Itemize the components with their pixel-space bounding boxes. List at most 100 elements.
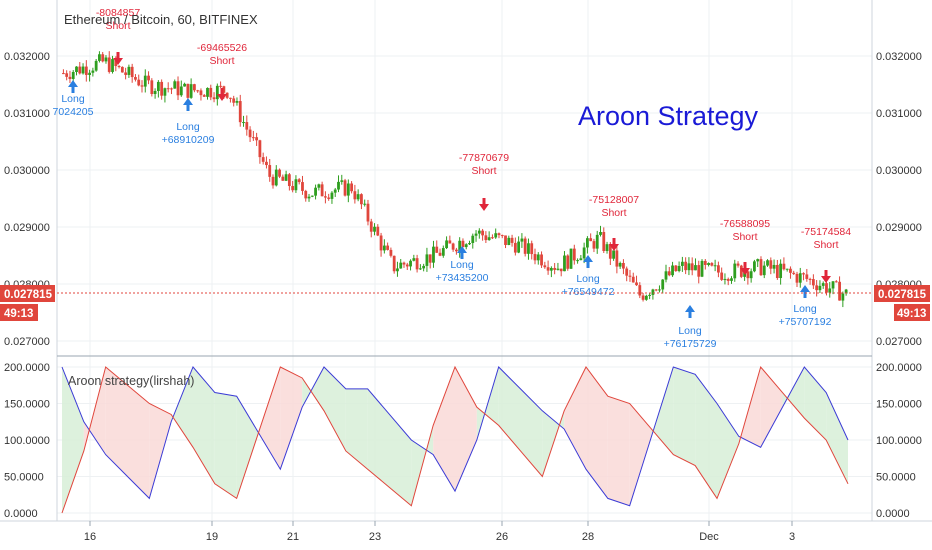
candle-body <box>379 235 383 251</box>
candle-body <box>487 237 491 241</box>
right-countdown-value: 49:13 <box>897 308 926 320</box>
trade-annotation: Long+76549472 <box>562 255 615 298</box>
candle-body <box>350 183 353 192</box>
candle-body <box>271 176 275 186</box>
aroon-up-line <box>61 365 849 514</box>
candle-body <box>294 179 298 191</box>
candle-body <box>301 182 304 191</box>
short-arrow-icon <box>113 52 123 65</box>
annotation-label: Long <box>793 303 817 315</box>
candle-body <box>261 157 265 162</box>
candle-body <box>94 60 98 71</box>
candle-body <box>762 265 766 276</box>
candle-body <box>376 226 380 236</box>
x-tick-label: 21 <box>287 531 299 543</box>
candle-body <box>140 85 144 87</box>
candle-body <box>625 268 629 276</box>
candle-body <box>815 285 819 291</box>
x-tick-label: Dec <box>699 531 719 543</box>
chart-title[interactable]: Ethereum / Bitcoin, 60, BITFINEX <box>64 12 258 27</box>
candle-body <box>199 90 203 96</box>
candle-body <box>749 271 753 279</box>
price-tick-right: 0.032000 <box>876 51 922 63</box>
annotation-value: -75128007 <box>589 194 639 206</box>
candle-body <box>608 244 612 259</box>
candle-body <box>196 90 200 92</box>
candle-body <box>284 174 288 181</box>
annotation-label: Long <box>576 273 600 285</box>
candle-body <box>690 263 694 271</box>
annotation-label: Short <box>471 165 496 177</box>
candle-body <box>189 84 193 98</box>
left-countdown-label: 49:13 <box>0 304 38 321</box>
candle-body <box>602 232 606 251</box>
candle-body <box>589 238 593 242</box>
left-countdown-value: 49:13 <box>4 308 33 320</box>
indicator-tick-right: 100.0000 <box>876 435 922 447</box>
candle-body <box>219 85 222 87</box>
candle-body <box>396 268 399 272</box>
candle-body <box>671 265 674 276</box>
candle-body <box>324 196 327 198</box>
candle-body <box>736 263 740 266</box>
time-x-axis[interactable]: 16 19 21 23 26 28 Dec 3 <box>84 521 795 543</box>
candle-body <box>694 265 697 271</box>
candle-body <box>680 261 684 266</box>
candle-body <box>779 263 783 279</box>
aroon-fill <box>193 367 215 484</box>
candle-body <box>147 75 150 81</box>
candle-body <box>707 263 710 266</box>
aroon-fill <box>433 367 455 492</box>
candle-body <box>648 294 652 296</box>
candle-body <box>818 285 822 291</box>
candle-body <box>343 180 347 196</box>
long-arrow-icon <box>68 80 78 93</box>
candle-body <box>215 85 219 100</box>
indicator-title[interactable]: Aroon strategy(lirshah) <box>68 374 194 388</box>
candle-body <box>415 258 419 270</box>
candle-body <box>497 233 501 236</box>
candle-body <box>202 95 206 97</box>
candle-body <box>291 186 295 191</box>
candle-body <box>507 237 511 245</box>
trade-annotations: Long7024205-8084857ShortLong+68910209-69… <box>53 7 852 350</box>
aroon-fill <box>782 367 805 419</box>
annotation-value: +73435200 <box>436 272 489 284</box>
candle-body <box>163 88 167 96</box>
candle-body <box>386 245 390 250</box>
candle-body <box>540 254 543 266</box>
candle-body <box>232 98 236 103</box>
aroon-fill <box>324 367 346 451</box>
price-tick-right: 0.029000 <box>876 222 922 234</box>
candle-body <box>674 265 678 272</box>
candle-body <box>127 66 131 75</box>
candle-body <box>723 278 727 280</box>
candle-body <box>599 232 602 235</box>
short-arrow-icon <box>217 88 227 101</box>
candle-body <box>402 262 406 265</box>
indicator-tick-left: 100.0000 <box>4 435 50 447</box>
candle-body <box>566 255 570 269</box>
aroon-fill <box>629 403 652 506</box>
candle-body <box>677 265 681 272</box>
candle-body <box>527 243 530 254</box>
indicator-y-axis[interactable]: 200.0000 200.0000 150.0000 150.0000 100.0000… <box>4 362 922 520</box>
price-y-axis[interactable]: 0.032000 0.032000 0.031000 0.031000 0.030000… <box>4 51 922 348</box>
candle-body <box>510 237 514 243</box>
candle-body <box>834 281 838 283</box>
candle-body <box>438 252 442 256</box>
candle-body <box>369 221 373 232</box>
candle-body <box>107 57 111 72</box>
annotation-label: Short <box>732 231 757 243</box>
aroon-fill <box>717 403 739 499</box>
candle-body <box>553 267 557 270</box>
candle-body <box>340 180 344 182</box>
candle-body <box>193 84 196 91</box>
candle-body <box>798 273 802 283</box>
candle-body <box>474 233 478 236</box>
candle-body <box>101 54 105 62</box>
candle-body <box>605 244 609 251</box>
candle-body <box>713 265 717 267</box>
candle-body <box>179 86 183 96</box>
